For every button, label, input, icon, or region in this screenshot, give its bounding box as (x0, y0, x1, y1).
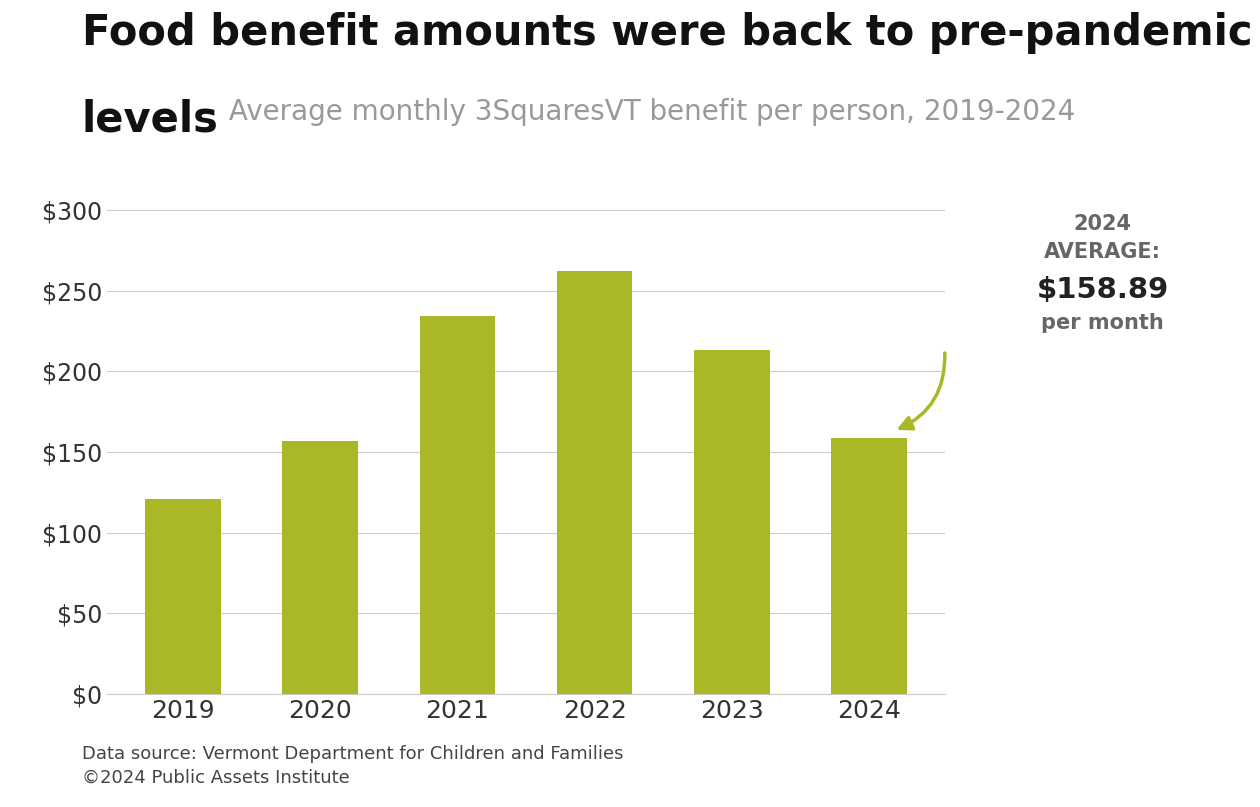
Bar (145, 499, 220, 694)
Text: Data source: Vermont Department for Children and Families: Data source: Vermont Department for Chil… (82, 745, 624, 763)
Text: 2024: 2024 (1074, 214, 1131, 234)
Bar (694, 350, 770, 694)
Text: levels: levels (82, 98, 219, 140)
Text: AVERAGE:: AVERAGE: (1045, 242, 1160, 262)
Text: per month: per month (1041, 313, 1164, 333)
Bar (420, 316, 495, 694)
Text: Average monthly 3SquaresVT benefit per person, 2019-2024: Average monthly 3SquaresVT benefit per p… (220, 98, 1076, 127)
Text: Food benefit amounts were back to pre-pandemic: Food benefit amounts were back to pre-pa… (82, 12, 1252, 54)
Bar (282, 441, 358, 694)
Text: ©2024 Public Assets Institute: ©2024 Public Assets Institute (82, 769, 349, 787)
Text: $158.89: $158.89 (1037, 276, 1168, 304)
Bar (832, 437, 907, 694)
Bar (557, 271, 633, 694)
